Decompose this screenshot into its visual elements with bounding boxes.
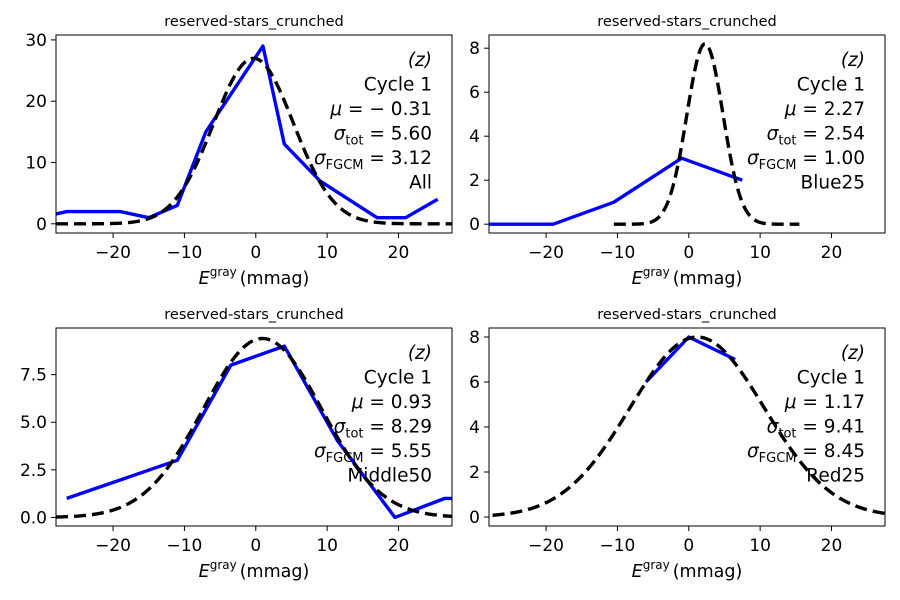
annotation-cycle: Cycle 1 <box>797 75 865 96</box>
x-tick-label: −10 <box>599 536 635 556</box>
annotation-sigma-fgcm: σFGCM = 1.00 <box>747 148 865 173</box>
annotation-mu: μ = 2.27 <box>784 99 865 120</box>
series-group <box>492 335 885 517</box>
series-group <box>56 336 452 520</box>
annotation-band: (z) <box>841 50 865 71</box>
x-axis-label: Egray (mmag) <box>632 265 743 289</box>
axes-frame <box>55 327 453 527</box>
panel-title: reserved-stars_crunched <box>164 14 343 30</box>
x-axis-label: Egray (mmag) <box>199 265 310 289</box>
x-tick-label: 0 <box>250 536 261 556</box>
annotation-mu: μ = 0.93 <box>351 392 432 413</box>
annotation-sigma-tot: σtot = 9.41 <box>767 417 865 442</box>
chart-panel-4: reserved-stars_crunched −20 −10 0 10 20 0 2 4 6 8 E… <box>469 307 886 582</box>
series-group <box>489 42 800 226</box>
annotation-sigma-tot: σtot = 8.29 <box>334 417 432 442</box>
annotation-cycle: Cycle 1 <box>364 75 432 96</box>
panel-title: reserved-stars_crunched <box>164 307 343 323</box>
x-tick-label: 20 <box>821 243 843 263</box>
series-group <box>56 44 452 226</box>
y-tick-label: 0 <box>469 215 480 235</box>
y-tick-label: 2.5 <box>20 461 47 481</box>
chart-panel-1: reserved-stars_crunched −20 −10 0 10 20 0 10 20 3… <box>25 14 453 289</box>
panel-title: reserved-stars_crunched <box>597 307 776 323</box>
x-tick-label: −10 <box>166 536 202 556</box>
x-tick-label: −20 <box>95 243 131 263</box>
histogram-line <box>66 344 452 520</box>
x-tick-label: −20 <box>528 536 564 556</box>
y-tick-label: 8 <box>469 39 480 59</box>
y-tick-label: 30 <box>25 31 47 51</box>
annotation-mu: μ = − 0.31 <box>329 99 432 120</box>
panel-title: reserved-stars_crunched <box>597 14 776 30</box>
y-tick-label: 0 <box>36 215 47 235</box>
annotation-sigma-fgcm: σFGCM = 8.45 <box>747 441 865 466</box>
annotation-group: Blue25 <box>801 173 865 194</box>
x-tick-label: 10 <box>316 536 338 556</box>
histogram-line <box>644 335 736 384</box>
y-tick-label: 10 <box>25 154 47 174</box>
x-tick-label: −20 <box>528 243 564 263</box>
x-tick-label: 20 <box>821 536 843 556</box>
y-tick-label: 0.0 <box>20 508 47 528</box>
y-tick-label: 2 <box>469 463 480 483</box>
annotation-band: (z) <box>408 50 432 71</box>
x-axis-label: Egray (mmag) <box>632 558 743 582</box>
annotation-cycle: Cycle 1 <box>797 368 865 389</box>
y-tick-label: 0 <box>469 508 480 528</box>
annotation-cycle: Cycle 1 <box>364 368 432 389</box>
y-tick-label: 7.5 <box>20 366 47 386</box>
x-tick-label: 0 <box>683 243 694 263</box>
x-tick-label: 20 <box>388 536 410 556</box>
histogram-line <box>489 156 743 226</box>
annotation-sigma-fgcm: σFGCM = 5.55 <box>314 441 432 466</box>
chart-panel-2: reserved-stars_crunched −20 −10 0 10 20 0 2 4 6 8 E… <box>469 14 886 289</box>
x-tick-label: −20 <box>95 536 131 556</box>
gaussian-fit-line <box>56 336 452 519</box>
y-tick-label: 6 <box>469 373 480 393</box>
annotation-group: Red25 <box>806 466 865 487</box>
annotation-group: Middle50 <box>347 466 432 487</box>
y-tick-label: 8 <box>469 328 480 348</box>
annotation-group: All <box>409 173 432 194</box>
axes-frame <box>488 34 886 234</box>
gaussian-fit-line <box>56 56 452 226</box>
x-tick-label: 20 <box>388 243 410 263</box>
annotation-sigma-fgcm: σFGCM = 3.12 <box>314 148 432 173</box>
x-tick-label: 10 <box>749 243 771 263</box>
annotation-mu: μ = 1.17 <box>784 392 865 413</box>
annotation-sigma-tot: σtot = 2.54 <box>767 124 865 149</box>
x-axis-label: Egray (mmag) <box>199 558 310 582</box>
axes-frame <box>55 34 453 234</box>
x-tick-label: 10 <box>749 536 771 556</box>
gaussian-fit-line <box>492 335 885 517</box>
y-tick-label: 4 <box>469 127 480 147</box>
y-tick-label: 4 <box>469 418 480 438</box>
x-tick-label: −10 <box>599 243 635 263</box>
x-tick-label: 0 <box>683 536 694 556</box>
x-tick-label: 0 <box>250 243 261 263</box>
y-tick-label: 2 <box>469 171 480 191</box>
x-tick-label: −10 <box>166 243 202 263</box>
histogram-line <box>56 44 439 220</box>
annotation-band: (z) <box>841 343 865 364</box>
annotation-sigma-tot: σtot = 5.60 <box>334 124 432 149</box>
x-tick-label: 10 <box>316 243 338 263</box>
y-tick-label: 20 <box>25 92 47 112</box>
annotation-band: (z) <box>408 343 432 364</box>
y-tick-label: 6 <box>469 83 480 103</box>
y-tick-label: 5.0 <box>20 413 47 433</box>
chart-panel-3: reserved-stars_crunched −20 −10 0 10 20 0.0 2.5… <box>20 307 453 582</box>
